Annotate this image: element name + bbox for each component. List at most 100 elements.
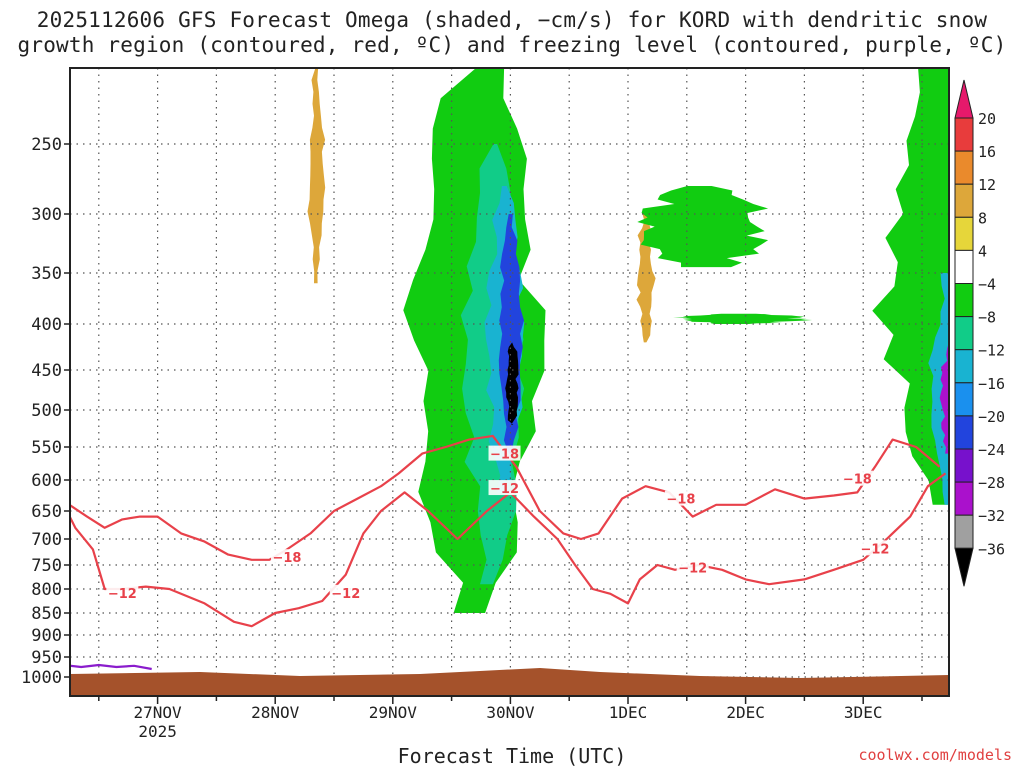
colorbar-label: 12: [978, 176, 996, 194]
colorbar-label: −24: [978, 441, 1005, 459]
temperature-contours: [70, 434, 947, 671]
y-tick-label: 900: [31, 626, 62, 646]
colorbar-label: −20: [978, 408, 1005, 426]
x-tick-label: 28NOV: [251, 703, 300, 722]
contour-label: −12: [331, 587, 360, 602]
colorbar-label: −28: [978, 474, 1005, 492]
x-tick-label: 29NOV: [369, 703, 418, 722]
contour-label: −12: [678, 561, 707, 576]
contour-label-bg: [664, 490, 697, 506]
y-tick-label: 450: [31, 361, 62, 381]
y-tick-label: 300: [31, 205, 62, 225]
colorbar-swatch: [954, 283, 974, 318]
colorbar-label: −32: [978, 507, 1005, 525]
colorbar-label: −36: [978, 540, 1005, 558]
contour-label-bg: [106, 584, 139, 600]
colorbar-swatch: [954, 514, 974, 549]
contour-label: −12: [860, 542, 889, 557]
x-tick-label: 3DEC: [844, 703, 883, 722]
omega-region: [331, 68, 372, 461]
x-tick-label: 1DEC: [609, 703, 648, 722]
credit-link[interactable]: coolwx.com/models: [858, 746, 1012, 764]
colorbar-label: −4: [978, 276, 996, 294]
colorbar-label: 8: [978, 209, 987, 227]
colorbar-swatch: [954, 448, 974, 483]
colorbar-label: 4: [978, 242, 987, 260]
contour-label-bg: [841, 470, 874, 486]
contour-label-bg: [488, 445, 521, 461]
contour-labels: −18 −18 −18 −18 −12 −12 −12 −12 −12: [106, 445, 891, 602]
y-tick-label: 700: [31, 530, 62, 550]
y-tick-label: 350: [31, 264, 62, 284]
contour-dgz: [70, 434, 941, 561]
y-axis: 2503003504004505005506006507007508008509…: [21, 135, 70, 688]
omega-region: [637, 186, 769, 268]
y-tick-label: 550: [31, 438, 62, 458]
colorbar-label: 16: [978, 143, 996, 161]
x-tick-label: 27NOV: [134, 703, 183, 722]
colorbar-swatch: [954, 216, 974, 251]
y-tick-label: 650: [31, 502, 62, 522]
colorbar-swatch: [954, 249, 974, 284]
colorbar-swatch: [954, 481, 974, 516]
colorbar-swatch: [954, 316, 974, 351]
colorbar-swatch: [954, 150, 974, 185]
terrain-surface: [70, 668, 949, 696]
omega-region: [505, 342, 519, 425]
omega-region: [140, 214, 185, 511]
colorbar-label: 20: [978, 110, 996, 128]
colorbar-label: −12: [978, 342, 1005, 360]
y-tick-label: 600: [31, 471, 62, 491]
contour-label-bg: [270, 549, 303, 565]
y-tick-label: 800: [31, 580, 62, 600]
colorbar-swatch: [954, 349, 974, 384]
grid-lines: [70, 68, 949, 696]
y-tick-label: 850: [31, 604, 62, 624]
y-tick-label: 500: [31, 401, 62, 421]
omega-region: [826, 113, 868, 343]
contour-label: −18: [843, 473, 872, 488]
contour-label: −18: [666, 493, 695, 508]
omega-region: [636, 214, 656, 343]
contour-dgz: [70, 472, 947, 628]
colorbar-top-arrow: [954, 79, 974, 119]
colorbar-swatch: [954, 117, 974, 152]
colorbar-swatch: [954, 382, 974, 417]
contour-label: −12: [490, 482, 519, 497]
y-tick-label: 950: [31, 648, 62, 668]
y-tick-label: 750: [31, 556, 62, 576]
colorbar-label: −16: [978, 375, 1005, 393]
contour-label-bg: [676, 559, 709, 575]
y-tick-label: 250: [31, 135, 62, 155]
contour-label: −18: [272, 551, 301, 566]
contour-label-bg: [329, 584, 362, 600]
chart-title-line2: growth region (contoured, red, ºC) and f…: [17, 33, 1007, 57]
contour-label-bg: [858, 540, 891, 556]
colorbar: 20 16 12 8 4 −4 −8 −12 −16 −20 −24 −28 −32 −36: [954, 79, 1005, 587]
y-tick-label: 1000: [21, 668, 62, 688]
contour-freezing-level: [70, 663, 152, 671]
omega-region: [764, 68, 809, 304]
omega-region: [582, 249, 625, 511]
x-axis-label: Forecast Time (UTC): [397, 744, 627, 768]
omega-region: [673, 313, 813, 324]
contour-label-bg: [488, 480, 521, 496]
colorbar-label: −8: [978, 309, 996, 327]
omega-region: [243, 113, 285, 273]
omega-region: [928, 273, 949, 505]
colorbar-swatch: [954, 415, 974, 450]
x-tick-label: 30NOV: [486, 703, 535, 722]
x-tick-sublabel: 2025: [138, 722, 177, 741]
chart-title-line1: 2025112606 GFS Forecast Omega (shaded, −…: [36, 8, 988, 32]
y-tick-label: 400: [31, 315, 62, 335]
omega-region: [307, 68, 326, 284]
omega-region: [872, 68, 949, 505]
plot-frame: [69, 67, 950, 697]
contour-label: −12: [108, 587, 137, 602]
colorbar-bottom-arrow: [954, 547, 974, 587]
colorbar-swatch: [954, 183, 974, 218]
contour-label: −18: [490, 448, 519, 463]
x-tick-label: 2DEC: [726, 703, 765, 722]
